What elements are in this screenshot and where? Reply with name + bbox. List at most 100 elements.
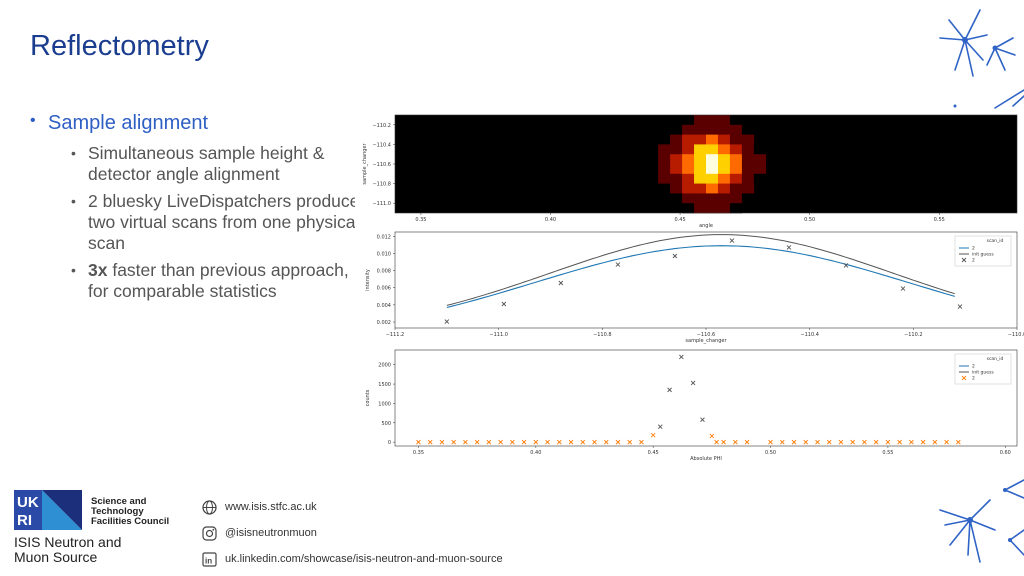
heatmap-cell — [741, 173, 755, 184]
ukri-logo-text: UK — [17, 494, 39, 511]
website-link[interactable]: www.isis.stfc.ac.uk — [225, 501, 317, 513]
heatmap-cell — [717, 154, 731, 165]
scatter-peak-point — [667, 387, 672, 393]
heatmap-cell — [741, 193, 755, 204]
scatter-point — [721, 439, 726, 445]
heatmap-cell — [717, 115, 731, 126]
heatmap-cell — [717, 164, 731, 175]
scatter-peak-point — [690, 380, 696, 386]
heatmap-cell — [729, 134, 743, 145]
scatter-point — [920, 439, 926, 445]
scatter-point — [451, 439, 456, 445]
data-point — [900, 286, 906, 291]
y-tick-label: 500 — [381, 421, 391, 427]
sub-bullet-simultaneous: Simultaneous sample height & detector an… — [30, 143, 360, 185]
heatmap-cell — [729, 183, 743, 194]
x-tick-label: −110.6 — [697, 332, 716, 338]
heatmap-cell — [706, 124, 719, 135]
heatmap-cell — [729, 193, 743, 204]
heatmap-cell — [658, 183, 671, 194]
heatmap-cell — [706, 203, 719, 214]
cross-stroke — [498, 439, 503, 445]
y-tick-label: −110.8 — [372, 182, 391, 188]
heatmap-cell — [670, 193, 683, 204]
scatter-point — [826, 439, 832, 445]
data-point — [501, 301, 507, 307]
reflectometry-figure: 0.35 0.40 0.45 0.50 0.55 −110.2 −110.4 −110.6 −1… — [355, 110, 1024, 465]
heatmap-cell — [682, 173, 695, 184]
cross-stroke — [486, 439, 492, 445]
heatmap-cell — [694, 183, 707, 194]
heatmap-cell — [729, 203, 743, 214]
cross-stroke — [956, 439, 961, 445]
heatmap-cell — [717, 193, 731, 204]
legend-box — [954, 353, 1012, 385]
heatmap-cell — [682, 164, 695, 175]
heatmap-cell — [753, 173, 767, 184]
heatmap-cell — [753, 154, 767, 165]
legend-label: init guess — [972, 370, 994, 376]
data-point — [615, 262, 621, 267]
cross-stroke — [733, 439, 738, 445]
website-row[interactable]: www.isis.stfc.ac.uk — [201, 494, 503, 520]
heatmap-cell — [753, 144, 767, 155]
y-tick-label: 0.008 — [377, 269, 391, 275]
x-tick-label: 0.55 — [882, 450, 893, 456]
x-tick-label: 0.40 — [530, 450, 541, 456]
x-tick-label: 0.40 — [545, 217, 556, 223]
x-tick-label: 0.60 — [1000, 450, 1011, 456]
legend-title: scan_id — [987, 238, 1004, 244]
scatter-point — [556, 439, 562, 445]
sub-bullet-text: 2 bluesky LiveDispatchers produce two vi… — [88, 191, 360, 253]
data-point — [786, 245, 792, 250]
scatter-point — [463, 439, 468, 445]
cross-stroke — [826, 439, 832, 445]
scatter-point — [862, 439, 867, 445]
y-tick-label: 0.002 — [377, 320, 391, 326]
scatter-peak-point — [657, 424, 663, 429]
cross-stroke — [533, 439, 539, 445]
sub-bullet-livedispatchers: 2 bluesky LiveDispatchers produce two vi… — [30, 191, 360, 254]
cross-stroke — [615, 439, 621, 445]
cross-stroke — [427, 439, 433, 445]
charts-svg: 0.35 0.40 0.45 0.50 0.55 −110.2 −110.4 −110.6 −1… — [362, 114, 1024, 462]
legend-marker — [961, 375, 967, 381]
x-tick-label: 0.50 — [765, 450, 776, 456]
linkedin-icon: in — [201, 551, 217, 567]
contact-list: www.isis.stfc.ac.uk @isisneutronmuon in … — [201, 494, 503, 572]
instagram-row[interactable]: @isisneutronmuon — [201, 520, 503, 546]
x-tick-label: 0.45 — [648, 450, 659, 456]
cross-stroke — [897, 439, 902, 445]
scatter-point — [592, 439, 597, 445]
instagram-handle[interactable]: @isisneutronmuon — [225, 527, 317, 539]
heatmap-cell — [694, 115, 707, 126]
heatmap-cell — [706, 134, 719, 145]
legend-box — [954, 235, 1012, 267]
svg-text:in: in — [205, 556, 212, 565]
heatmap-cell — [694, 193, 707, 204]
linkedin-row[interactable]: in uk.linkedin.com/showcase/isis-neutron… — [201, 546, 503, 572]
heatmap-cell — [706, 183, 719, 194]
heatmap-cell — [682, 134, 695, 145]
heatmap-cell — [706, 144, 719, 155]
scatter-peak-point — [709, 433, 715, 439]
scatter-point — [627, 439, 633, 445]
cross-stroke — [444, 319, 450, 324]
heatmap-cell — [682, 154, 695, 165]
scatter-point — [956, 439, 961, 445]
heatmap-cell — [717, 124, 731, 135]
linkedin-link[interactable]: uk.linkedin.com/showcase/isis-neutron-an… — [225, 553, 503, 565]
sub-bullet-bold: 3x — [88, 260, 108, 280]
data-point — [729, 238, 735, 243]
scatter-point — [521, 439, 527, 445]
heatmap-cell — [717, 134, 731, 145]
heatmap-cell — [670, 183, 683, 194]
heatmap-cell — [658, 154, 671, 165]
cross-stroke — [568, 439, 574, 445]
y-axis-label: sample_changer — [362, 142, 368, 184]
cross-stroke — [700, 417, 705, 422]
x-tick-label: 0.45 — [675, 217, 686, 223]
scatter-point — [498, 439, 503, 445]
scatter-point — [932, 439, 938, 445]
cross-stroke — [451, 439, 456, 445]
